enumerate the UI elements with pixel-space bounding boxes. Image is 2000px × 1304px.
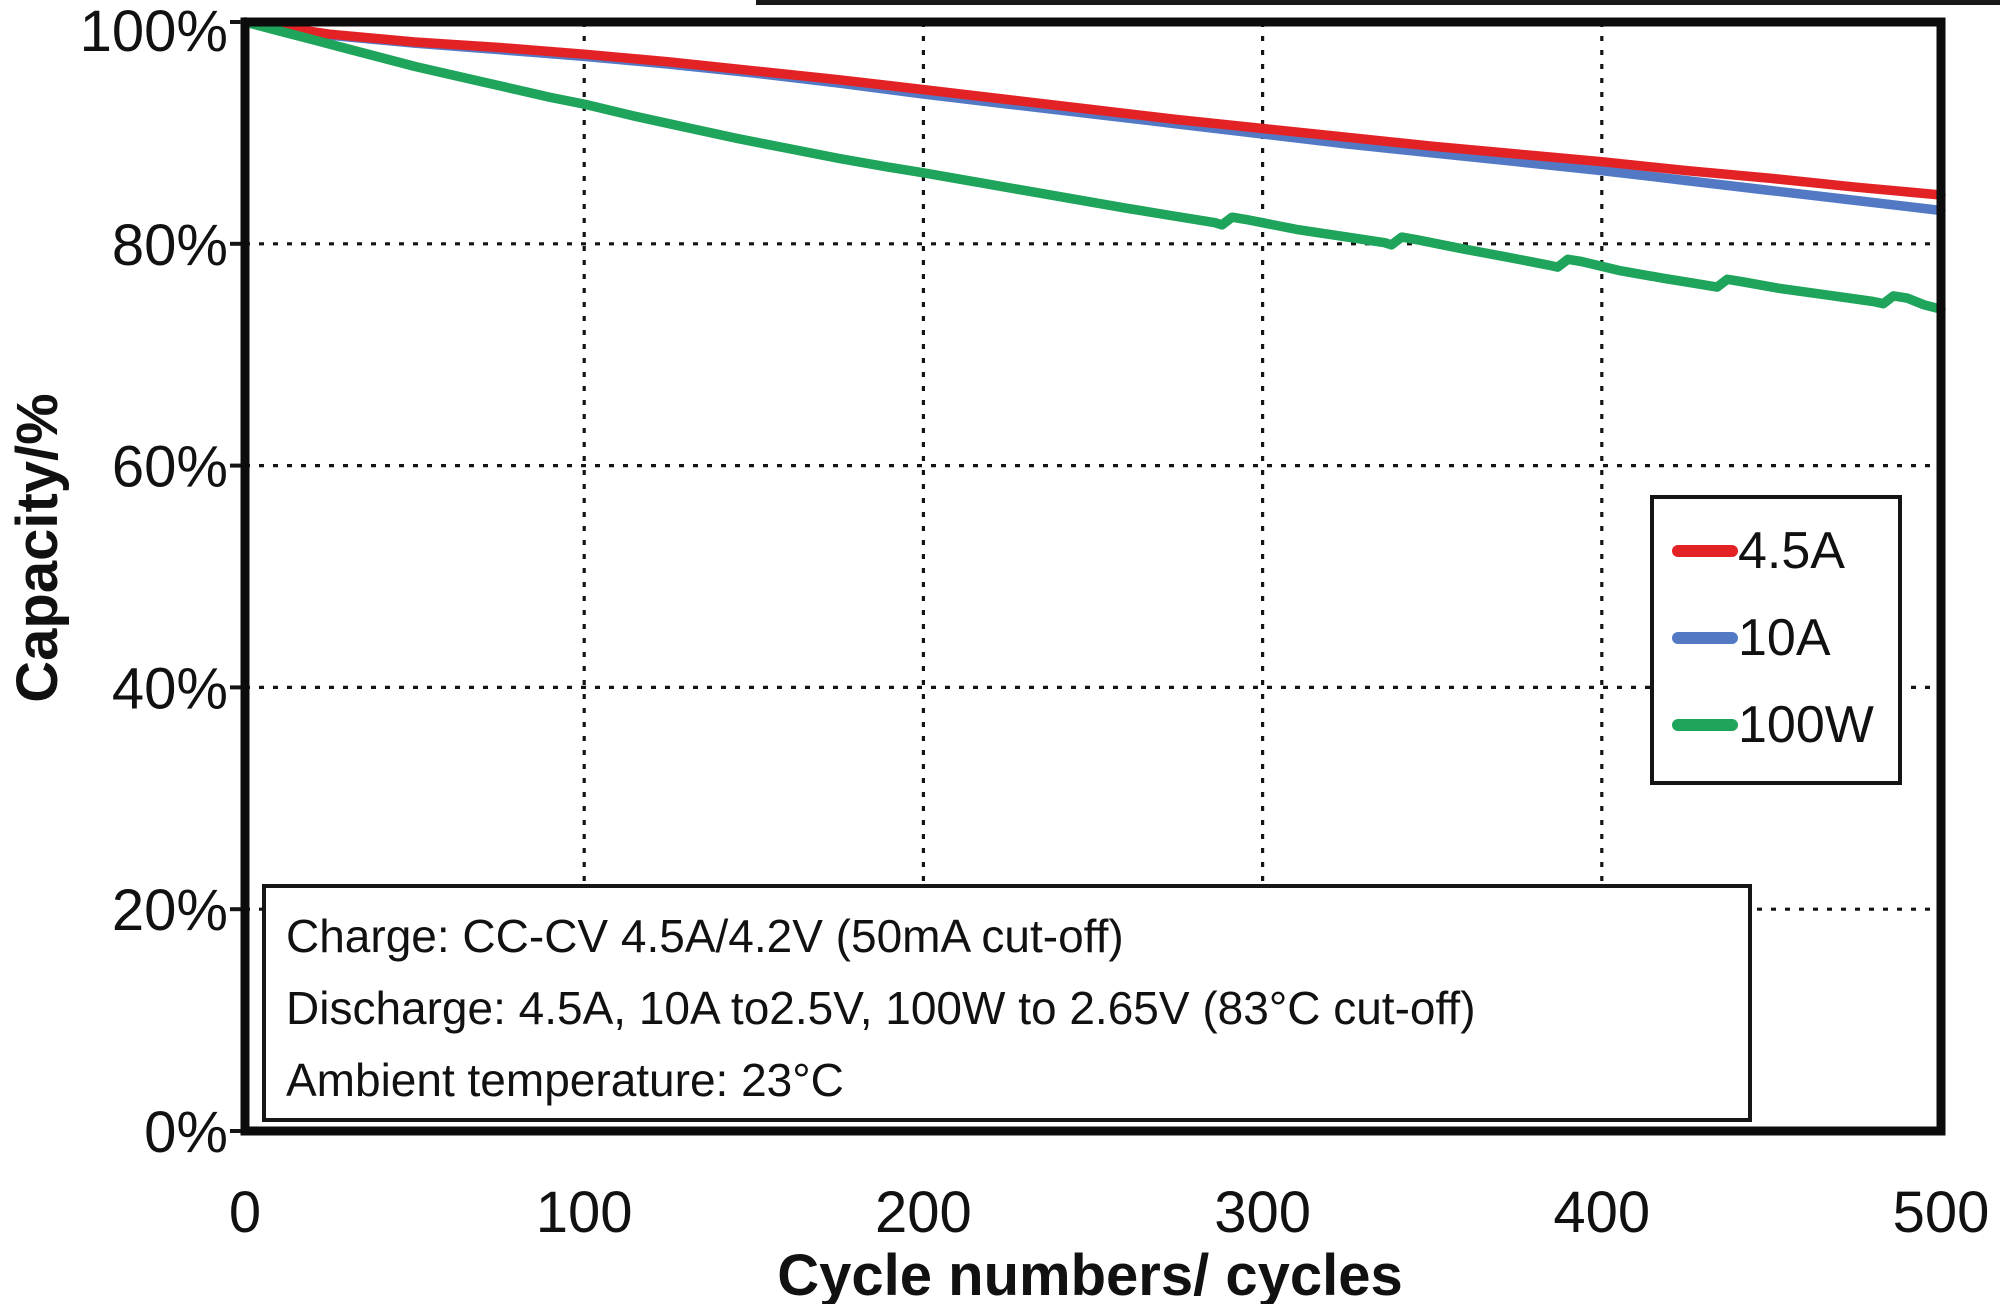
test-conditions-box: Charge: CC-CV 4.5A/4.2V (50mA cut-off) D… (262, 884, 1752, 1122)
x-tick-label-400: 400 (1553, 1180, 1650, 1245)
x-tick-label-200: 200 (875, 1180, 972, 1245)
legend-item-10A: 10A (1654, 612, 1898, 664)
legend-label: 10A (1738, 609, 1831, 667)
legend-swatch-green (1672, 719, 1738, 731)
y-tick-label-0%: 0% (144, 1100, 228, 1165)
series-line-100W (240, 17, 1946, 314)
y-tick-label-60%: 60% (112, 435, 228, 500)
x-tick-label-0: 0 (229, 1180, 261, 1245)
discharge-condition-text: Discharge: 4.5A, 10A to2.5V, 100W to 2.6… (286, 982, 1476, 1034)
legend-swatch-red (1672, 545, 1738, 557)
legend: 4.5A 10A 100W (1650, 495, 1902, 785)
legend-label: 4.5A (1738, 522, 1845, 580)
legend-swatch-blue (1672, 632, 1738, 644)
y-tick-label-80%: 80% (112, 213, 228, 278)
legend-item-4.5A: 4.5A (1654, 525, 1898, 577)
series-lines (240, 17, 1946, 314)
ambient-temperature-text: Ambient temperature: 23°C (286, 1054, 844, 1106)
x-tick-label-500: 500 (1893, 1180, 1990, 1245)
charge-condition-text: Charge: CC-CV 4.5A/4.2V (50mA cut-off) (286, 910, 1124, 962)
y-tick-label-100%: 100% (80, 0, 228, 64)
x-axis-title: Cycle numbers/ cycles (777, 1243, 1403, 1304)
x-tick-label-100: 100 (536, 1180, 633, 1245)
y-tick-label-40%: 40% (112, 656, 228, 721)
plot-border (240, 17, 1946, 1136)
top-crop-artifact (756, 0, 2000, 5)
y-tick-label-20%: 20% (112, 878, 228, 943)
series-line-4.5A (240, 17, 1946, 200)
y-axis-title: Capacity/% (5, 393, 70, 703)
x-tick-label-300: 300 (1214, 1180, 1311, 1245)
legend-label: 100W (1738, 696, 1874, 754)
legend-item-100W: 100W (1654, 699, 1898, 751)
axis-tick-labels: 0% 20% 40% 60% 80% 100% 0 100 200 300 400 500 (80, 0, 1990, 1245)
